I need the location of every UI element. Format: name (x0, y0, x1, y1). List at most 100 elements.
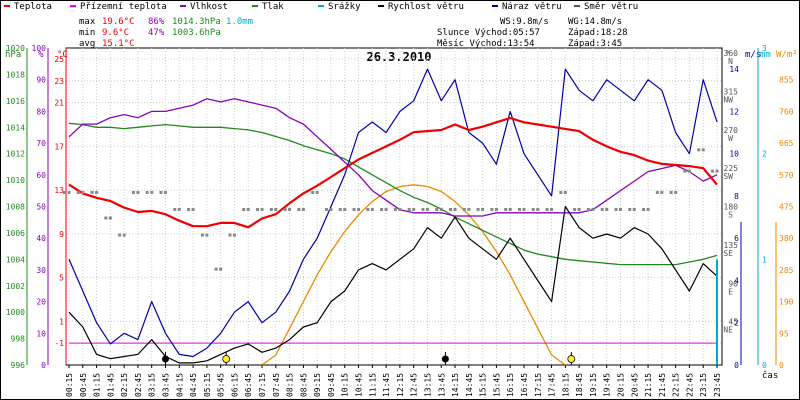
series-point-wind-direction (191, 208, 195, 211)
tick-label-time: 10:15 (341, 373, 350, 397)
tick-label-humidity: 10 (36, 329, 46, 338)
unit-mm: mm (760, 50, 771, 60)
series-point-wind-direction (660, 190, 664, 194)
tick-label-time: 01:45 (106, 373, 115, 397)
tick-label-temperature: 5 (59, 274, 64, 283)
tick-label-direction: 90 (728, 279, 738, 288)
series-point-wind-direction (297, 208, 301, 211)
tick-label-time: 06:45 (244, 373, 253, 397)
series-point-wind-direction (329, 208, 333, 211)
series-point-wind-direction (407, 208, 411, 211)
series-point-wind-direction (145, 190, 149, 194)
info-text: WS:9.8m/s (500, 17, 549, 27)
legend-item: Přízemní teplota (70, 2, 167, 12)
tick-label-time: 23:45 (713, 373, 722, 397)
tick-label-wind: 0 (734, 361, 739, 370)
series-point-wind-direction (81, 190, 85, 194)
tick-label-direction-name: S (728, 211, 733, 220)
tick-label-pressure: 1010 (6, 176, 25, 185)
series-point-wind-direction (669, 190, 673, 194)
tick-label-time: 22:45 (685, 373, 694, 397)
series-point-wind-direction (435, 208, 439, 211)
info-text: Západ:18:28 (568, 28, 628, 38)
tick-label-temperature: 17 (54, 142, 64, 151)
tick-label-radiation: 475 (779, 203, 794, 212)
tick-label-radiation: 0 (779, 361, 784, 370)
tick-label-time: 14:45 (465, 373, 474, 397)
tick-label-temperature: 13 (54, 186, 64, 195)
tick-label-direction-name: W (728, 134, 733, 143)
series-point-wind-direction (412, 208, 416, 211)
series-point-wind-direction (453, 208, 457, 211)
series-point-wind-direction (131, 190, 135, 194)
series-point-wind-direction (187, 208, 191, 211)
unit-celsius: °C (57, 50, 68, 60)
tick-label-time: 01:15 (93, 373, 102, 397)
series-point-wind-direction (288, 208, 292, 211)
tick-label-direction-name: NE (723, 326, 733, 335)
tick-label-humidity: 70 (36, 139, 46, 148)
legend-label: Srážky (328, 2, 361, 12)
series-line-humidity (68, 98, 718, 217)
tick-label-pressure: 1004 (6, 255, 25, 264)
tick-label-radiation: 190 (779, 298, 794, 307)
series-point-wind-direction (467, 208, 471, 211)
tick-label-direction-name: SE (723, 249, 733, 258)
tick-label-radiation: 95 (779, 329, 789, 338)
tick-label-time: 07:15 (258, 373, 267, 397)
series-point-wind-direction (655, 190, 659, 194)
legend-label: Teplota (14, 2, 52, 12)
tick-label-pressure: 1002 (6, 282, 25, 291)
stats-temp: 9.6°C (102, 28, 129, 38)
series-point-wind-direction (380, 208, 384, 211)
tick-label-direction: 270 (724, 126, 739, 135)
series-point-wind-direction (205, 233, 209, 237)
tick-label-humidity: 80 (36, 107, 46, 116)
series-point-wind-direction (449, 208, 453, 211)
tick-label-time: 06:15 (230, 373, 239, 397)
tick-label-radiation: 285 (779, 266, 794, 275)
series-point-wind-direction (246, 208, 250, 211)
series-point-wind-direction (522, 208, 526, 211)
series-point-wind-direction (536, 208, 540, 211)
series-point-wind-direction (173, 208, 177, 211)
tick-label-wind: 10 (729, 150, 739, 159)
tick-label-pressure: 1014 (6, 123, 25, 132)
tick-label-radiation: 855 (779, 76, 794, 85)
sunset-icon (567, 355, 576, 363)
stats-humidity: 86% (148, 17, 165, 27)
tick-label-humidity: 90 (36, 76, 46, 85)
series-point-wind-direction (118, 233, 122, 237)
tick-label-direction: 360 (724, 49, 739, 58)
series-point-wind-direction (573, 208, 577, 211)
series-point-wind-direction (214, 267, 218, 271)
tick-label-direction-name: E (728, 287, 733, 296)
tick-label-time: 19:45 (603, 373, 612, 397)
tick-label-temperature: 9 (59, 230, 64, 239)
legend-item: Tlak (252, 2, 284, 12)
series-point-wind-direction (481, 208, 485, 211)
tick-label-time: 02:15 (120, 373, 129, 397)
series-point-wind-direction (122, 233, 126, 237)
unit-wm2: W/m² (776, 50, 798, 60)
tick-label-wind: 4 (734, 276, 739, 285)
tick-label-time: 09:15 (313, 373, 322, 397)
series-line-temperature (68, 116, 718, 229)
series-point-wind-direction (632, 208, 636, 211)
series-point-wind-direction (67, 190, 71, 194)
tick-label-time: 00:45 (79, 373, 88, 397)
tick-label-rain: 2 (762, 150, 767, 159)
tick-label-humidity: 40 (36, 234, 46, 243)
series-point-wind-direction (242, 208, 246, 211)
stats-row-max: max 19.6°C 86% 1014.3hPa 1.0mm (79, 17, 253, 27)
series-point-wind-direction (425, 208, 429, 211)
series-point-wind-direction (674, 190, 678, 194)
series-point-wind-direction (687, 169, 691, 173)
series-point-wind-direction (586, 208, 590, 211)
tick-label-temperature: -1 (54, 339, 64, 348)
tick-label-humidity: 20 (36, 298, 46, 307)
tick-label-time: 15:45 (492, 373, 501, 397)
tick-label-pressure: 1000 (6, 308, 25, 317)
tick-label-time: 12:15 (396, 373, 405, 397)
series-point-wind-direction (476, 208, 480, 211)
